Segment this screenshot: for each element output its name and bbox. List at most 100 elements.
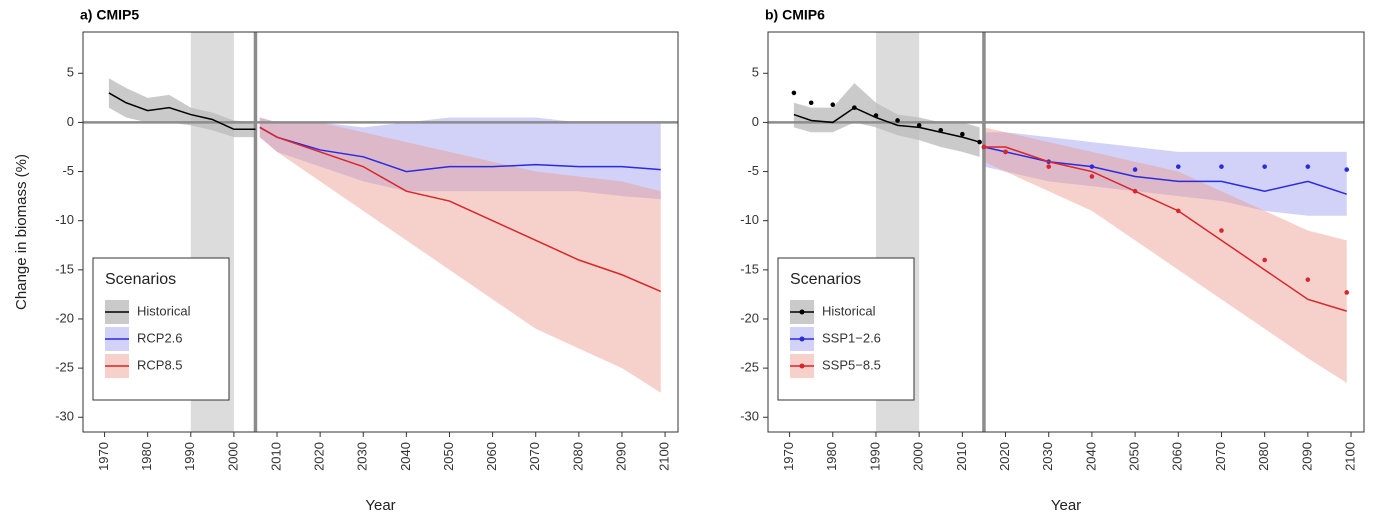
panel-title: b) CMIP6 [765, 7, 825, 23]
series-marker [1046, 164, 1052, 169]
x-tick-label: 2050 [441, 442, 456, 471]
series-marker [1344, 290, 1350, 295]
legend-box [92, 257, 230, 401]
legend-label: SSP5−8.5 [822, 357, 881, 372]
x-tick-label: 1970 [96, 442, 111, 471]
x-tick-label: 2100 [1342, 442, 1357, 471]
range-band [793, 83, 980, 157]
series-marker [981, 144, 987, 150]
series-marker [938, 127, 944, 133]
legend-marker [799, 309, 805, 315]
legend-box [777, 257, 915, 401]
series-marker [960, 131, 965, 137]
x-tick-label: 2070 [1213, 442, 1228, 471]
range-band [983, 132, 1347, 216]
series-marker [1175, 208, 1181, 214]
range-band [259, 117, 661, 393]
x-tick-label: 2070 [527, 442, 542, 471]
series-marker [1219, 228, 1224, 233]
series-line [259, 126, 662, 293]
series-marker [895, 118, 900, 123]
y-tick-label: -20 [740, 310, 759, 325]
x-tick-label: 2090 [1299, 442, 1314, 471]
y-tick-label: -5 [62, 163, 74, 178]
series-marker [1262, 164, 1267, 169]
y-tick-label: 0 [752, 114, 759, 129]
x-tick-label: 1980 [139, 442, 154, 471]
series-marker [977, 139, 982, 145]
x-tick-label: 1990 [867, 442, 882, 471]
series-marker [1132, 188, 1138, 194]
legend-title: Scenarios [105, 271, 176, 288]
x-tick-label: 2040 [398, 442, 413, 471]
y-tick-label: -25 [740, 360, 759, 375]
y-tick-label: -30 [740, 409, 759, 424]
y-tick-label: -30 [55, 409, 74, 424]
x-tick-label: 2080 [1256, 442, 1271, 471]
y-tick-label: 5 [752, 65, 759, 80]
x-axis-title: Year [1051, 497, 1081, 514]
legend-label: Historical [137, 303, 191, 318]
x-tick-label: 2030 [1040, 442, 1055, 471]
y-tick-label: -25 [55, 360, 74, 375]
y-tick-label: 0 [67, 114, 74, 129]
series-marker [1003, 149, 1008, 155]
x-tick-label: 2000 [225, 442, 240, 471]
x-axis-title: Year [365, 497, 395, 514]
legend-title: Scenarios [790, 271, 861, 288]
plot-frame [82, 31, 679, 433]
x-tick-label: 2060 [1170, 442, 1185, 471]
y-tick-label: -20 [55, 310, 74, 325]
series-line [259, 126, 661, 173]
legend-label: Historical [822, 303, 876, 318]
y-axis-title: Change in biomass (%) [13, 154, 30, 310]
x-tick-label: 2060 [484, 442, 499, 471]
x-tick-label: 2010 [954, 442, 969, 471]
y-tick-label: -10 [740, 212, 759, 227]
series-marker [791, 90, 797, 96]
x-tick-label: 1980 [824, 442, 839, 471]
series-marker [1089, 174, 1095, 179]
plot-frame [767, 31, 1365, 433]
y-tick-label: -10 [55, 212, 74, 227]
range-band [983, 127, 1347, 383]
x-tick-label: 2080 [570, 442, 585, 471]
x-tick-label: 2050 [1127, 442, 1142, 471]
y-tick-label: 5 [67, 65, 74, 80]
x-tick-label: 2090 [613, 442, 628, 471]
x-tick-label: 2030 [355, 442, 370, 471]
series-marker [1344, 167, 1350, 172]
legend-label: RCP8.5 [137, 357, 183, 372]
legend-label: RCP2.6 [137, 330, 183, 345]
x-tick-label: 2020 [312, 442, 327, 471]
series-marker [1089, 164, 1095, 169]
legend-label: SSP1−2.6 [822, 330, 881, 345]
series-marker [1305, 164, 1311, 169]
panel-title: a) CMIP5 [80, 7, 139, 23]
series-line [793, 106, 980, 143]
y-tick-label: -5 [747, 163, 759, 178]
series-marker [1305, 277, 1311, 282]
series-marker [1219, 164, 1224, 169]
series-line [108, 92, 256, 131]
x-tick-label: 2000 [911, 442, 926, 471]
legend-marker [799, 363, 805, 369]
series-marker [1262, 257, 1267, 263]
series-line [983, 146, 1347, 195]
series-marker [808, 100, 814, 106]
y-tick-label: -15 [55, 261, 74, 276]
series-marker [1132, 167, 1138, 172]
series-marker [916, 123, 922, 128]
series-marker [873, 113, 879, 118]
x-tick-label: 2020 [997, 442, 1012, 471]
range-band [259, 117, 661, 200]
x-tick-label: 1990 [182, 442, 197, 471]
x-tick-label: 2040 [1083, 442, 1098, 471]
x-tick-label: 1970 [781, 442, 796, 471]
y-tick-label: -15 [740, 261, 759, 276]
series-line [983, 146, 1347, 312]
x-tick-label: 2010 [268, 442, 283, 471]
series-marker [1175, 164, 1181, 169]
legend-marker [799, 336, 805, 342]
